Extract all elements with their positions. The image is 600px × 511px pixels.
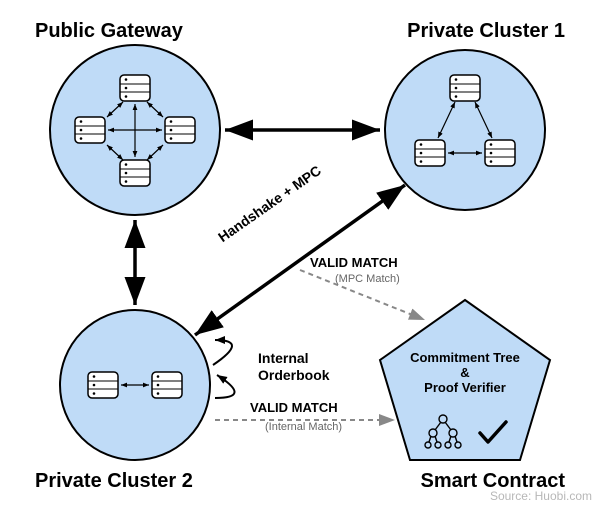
watermark: Source: Huobi.com <box>490 489 592 503</box>
commitment-l3: Proof Verifier <box>395 380 535 395</box>
internal-orderbook-l2: Orderbook <box>258 367 330 383</box>
public-gateway-label: Public Gateway <box>35 20 183 43</box>
valid-match-top-sub: (MPC Match) <box>335 273 400 285</box>
valid-match-bottom-label: VALID MATCH <box>250 400 338 415</box>
commitment-l1: Commitment Tree <box>395 350 535 365</box>
commitment-l2: & <box>395 365 535 380</box>
private-cluster-1-node <box>385 50 545 210</box>
valid-match-bottom-sub: (Internal Match) <box>265 421 342 433</box>
private-cluster-2-label: Private Cluster 2 <box>35 470 193 493</box>
private-cluster-1-label: Private Cluster 1 <box>407 20 565 43</box>
valid-match-top-label: VALID MATCH <box>310 255 398 270</box>
internal-orderbook-l1: Internal <box>258 350 309 366</box>
edge-internal-orderbook-bot <box>215 375 235 398</box>
edge-internal-orderbook-top <box>213 340 232 365</box>
